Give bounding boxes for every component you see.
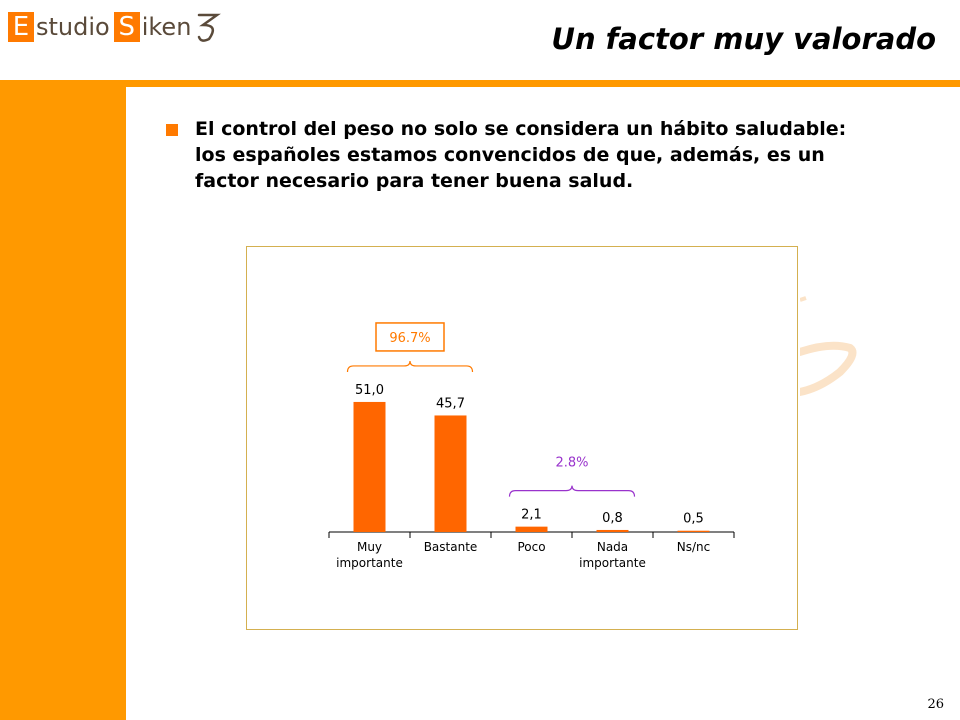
annotation-box [375,322,445,352]
tick-label: importante [579,556,646,570]
tick-label: Poco [517,540,545,554]
header-divider [0,80,960,87]
tick-label: importante [336,556,403,570]
logo-s-letter: S [113,12,140,42]
tick-label: Muy [357,540,382,554]
bar [596,529,629,532]
tick-label: Bastante [424,540,478,554]
logo-s-rest: iken [141,13,192,41]
bar [353,401,386,532]
logo-swirl-icon [198,13,222,42]
page-number: 26 [927,697,944,712]
logo-e-letter: E [8,12,34,42]
annotation-label: 96.7% [389,331,430,346]
logo: E studio S iken [8,10,223,44]
data-label: 2,1 [521,508,542,523]
tick-label: Ns/nc [677,540,710,554]
logo-e-rest: studio [36,13,110,41]
watermark-swirl-icon [796,280,860,414]
data-label: 45,7 [436,396,465,411]
bar [515,526,548,532]
bar-chart: 51,0 Muy importante 45,7 Bastante 2,1 Poco 0,8 N… [328,322,735,570]
data-label: 0,5 [683,512,704,527]
bullet-icon [166,124,178,136]
annotation-label: 2.8% [555,456,588,471]
annotation-bracket [346,360,474,372]
body-paragraph: El control del peso no solo se considera… [195,118,847,192]
data-label: 0,8 [602,511,623,526]
orange-sidebar [0,84,126,720]
chart-frame: 51,0 Muy importante 45,7 Bastante 2,1 Poco 0,8 N… [246,246,798,630]
page-title: Un factor muy valorado [551,22,936,56]
bar [677,530,710,532]
data-label: 51,0 [355,383,384,398]
bar [434,415,467,532]
annotation-bracket [508,485,636,497]
tick-label: Nada [597,540,628,554]
